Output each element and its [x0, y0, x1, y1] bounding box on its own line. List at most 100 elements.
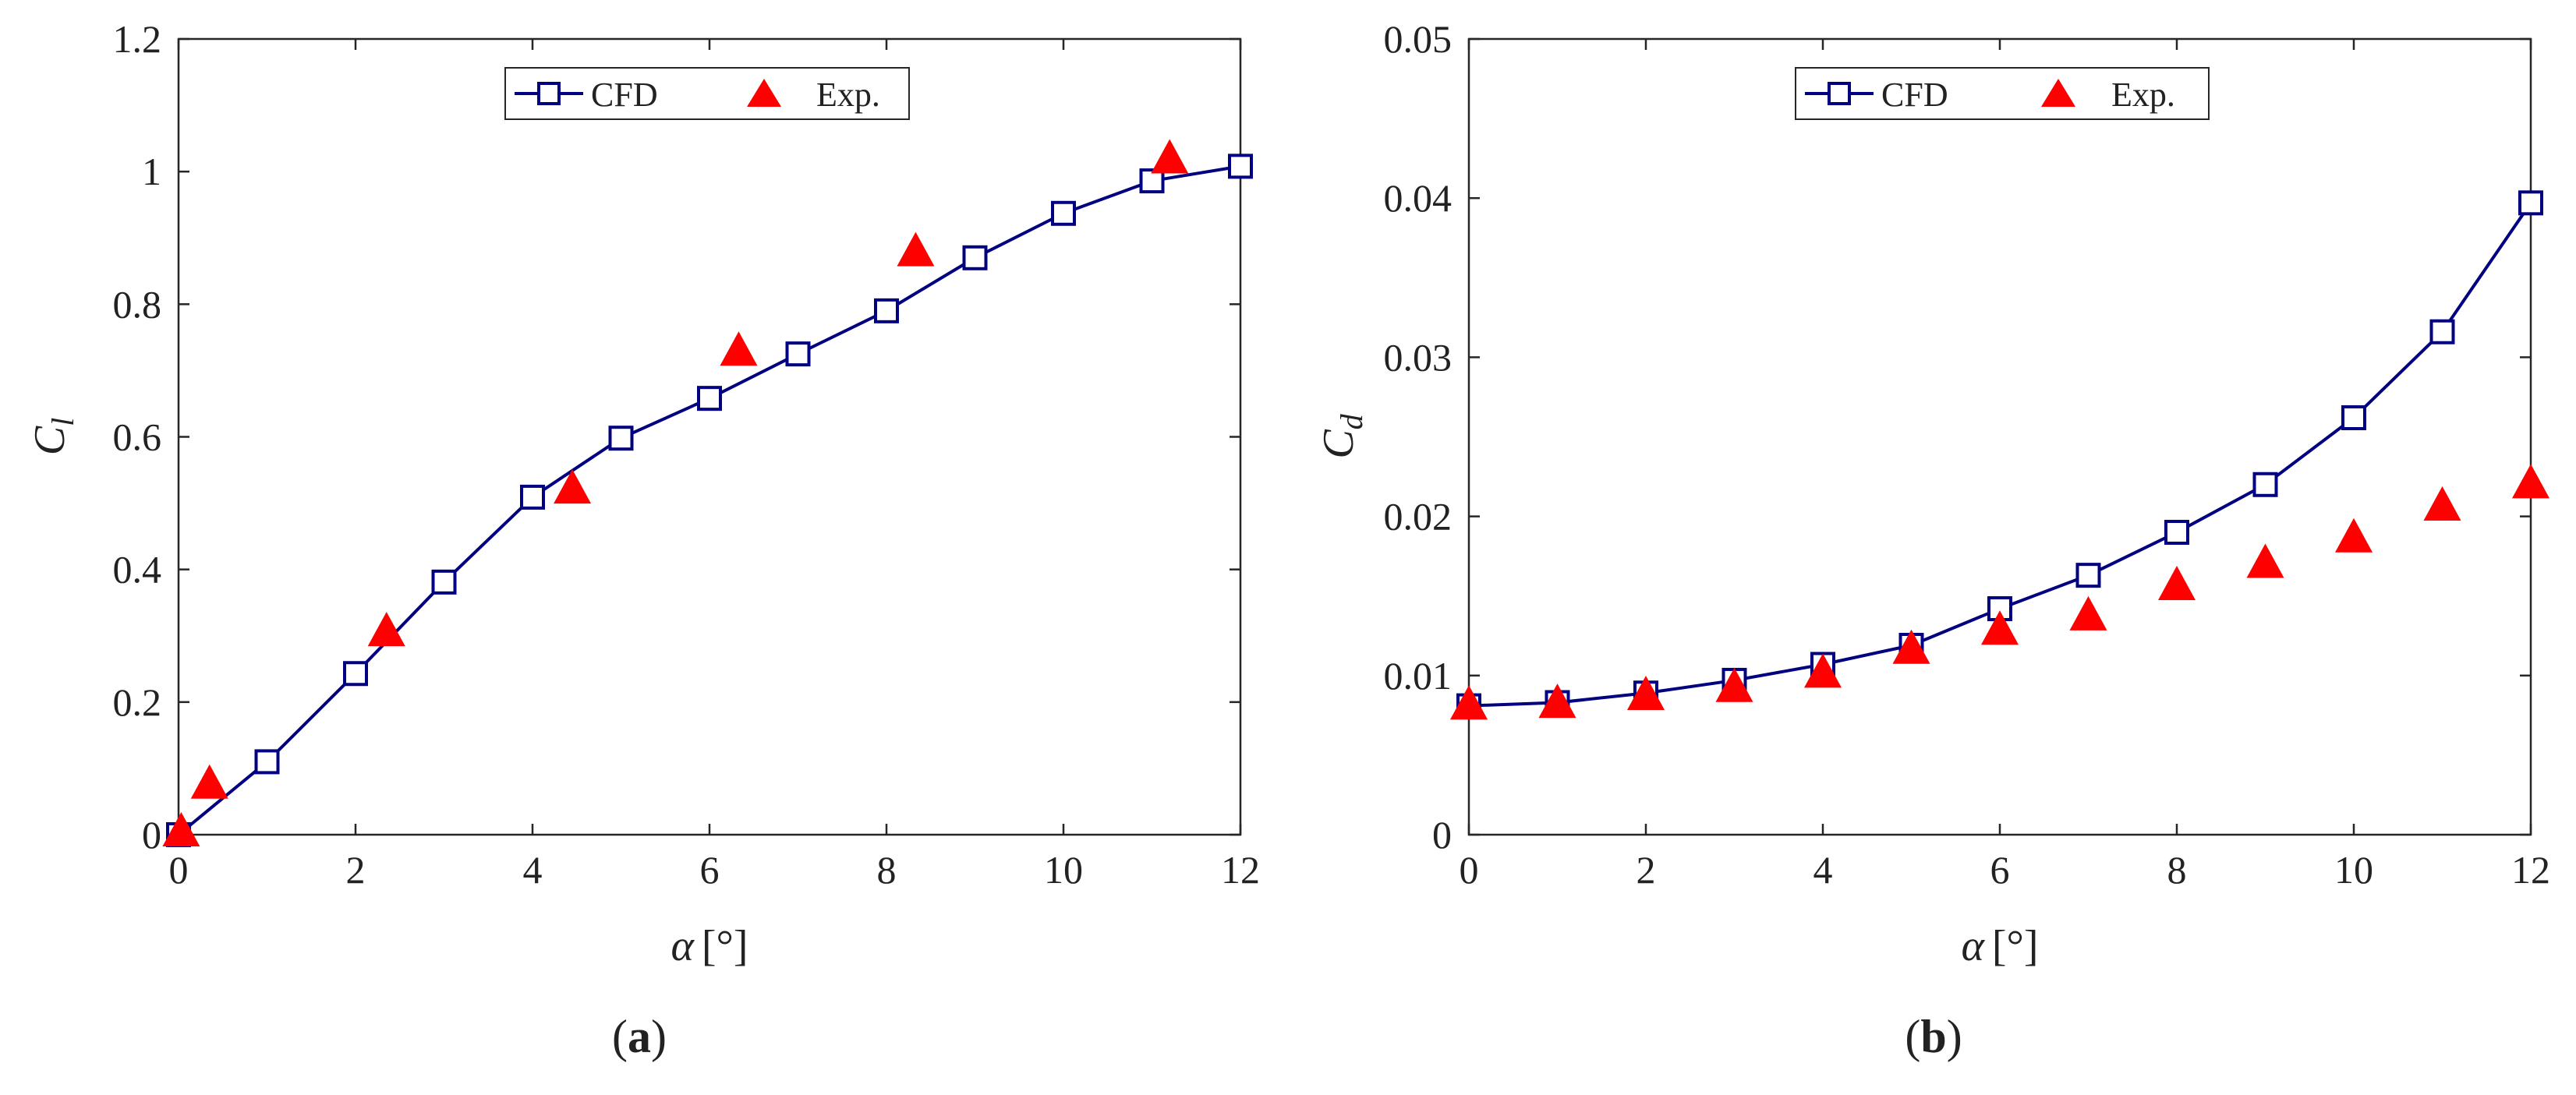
x-tick-label-a-1: 2	[346, 848, 366, 892]
x-tick-label-a-6: 12	[1221, 848, 1260, 892]
caption-b-open: (	[1905, 1011, 1920, 1062]
x-tick-label-b-3: 6	[1990, 848, 2010, 892]
exp-marker-b-8	[2158, 566, 2196, 601]
x-tick-labels-b: 0 2 4 6 8 10 12	[1460, 848, 2551, 892]
exp-marker-b-10	[2335, 517, 2373, 553]
y-tick-labels-a: 0 0.2 0.4 0.6 0.8 1 1.2	[113, 17, 162, 857]
y-tick-label-a-0: 0	[142, 813, 161, 857]
legend-exp-label-a: Exp.	[816, 76, 880, 114]
exp-marker-a-4	[720, 331, 758, 366]
cfd-marker-a-5	[608, 426, 634, 451]
exp-marker-b-2	[1627, 675, 1665, 710]
exp-marker-a-2	[367, 612, 405, 647]
y-tick-labels-b: 0 0.01 0.02 0.03 0.04 0.05	[1384, 17, 1453, 857]
cfd-marker-b-12	[2518, 190, 2543, 216]
cfd-marker-a-11	[1139, 168, 1165, 194]
legend-cfd-marker-a	[537, 82, 561, 105]
exp-marker-b-12	[2512, 464, 2549, 499]
exp-series-b	[1450, 464, 2549, 720]
y-tick-label-a-6: 1.2	[113, 17, 162, 61]
y-tick-label-b-2: 0.02	[1384, 495, 1453, 539]
x-tick-labels-a: 0 2 4 6 8 10 12	[169, 848, 1261, 892]
cfd-marker-b-10	[2341, 404, 2366, 430]
legend-cfd-label-b: CFD	[1881, 76, 1948, 114]
x-axis-symbol-b: α	[1961, 922, 1985, 970]
caption-a: (a)	[612, 1011, 667, 1062]
x-tick-label-a-4: 8	[877, 848, 897, 892]
cfd-marker-a-8	[874, 298, 899, 323]
legend-b: CFD Exp.	[1795, 67, 2210, 120]
cfd-marker-b-11	[2429, 319, 2455, 344]
y-tick-label-a-3: 0.6	[113, 415, 162, 459]
y-tick-label-a-5: 1	[142, 150, 161, 193]
x-tick-label-a-5: 10	[1044, 848, 1083, 892]
y-axis-subscript-b: d	[1334, 413, 1369, 429]
exp-marker-b-9	[2246, 543, 2284, 578]
x-tick-label-b-5: 10	[2334, 848, 2373, 892]
x-axis-label-a: α [°]	[671, 922, 748, 970]
panel-b: 0 2 4 6 8 10 12 0 0.01 0.02 0.03 0.04 0.05 CFD Exp.…	[1315, 17, 2550, 1062]
y-axis-symbol-a: C	[26, 426, 74, 455]
exp-series-a	[162, 139, 1189, 847]
cfd-marker-b-8	[2164, 520, 2189, 546]
y-tick-label-b-0: 0	[1432, 813, 1452, 857]
x-tick-label-b-1: 2	[1637, 848, 1656, 892]
caption-b-letter: b	[1920, 1011, 1946, 1062]
exp-marker-a-3	[554, 469, 592, 504]
cfd-marker-a-9	[962, 245, 988, 270]
cfd-marker-a-12	[1228, 154, 1253, 179]
y-tick-label-b-4: 0.04	[1384, 176, 1453, 220]
caption-a-open: (	[612, 1011, 628, 1062]
caption-b: (b)	[1905, 1011, 1962, 1062]
legend-a: CFD Exp.	[504, 67, 910, 120]
legend-exp-label-b: Exp.	[2111, 76, 2175, 114]
panel-a: 0 2 4 6 8 10 12 0 0.2 0.4 0.6 0.8 1 1.2 CFD Exp. α [°…	[26, 17, 1260, 1062]
x-tick-label-a-0: 0	[169, 848, 189, 892]
x-axis-symbol-a: α	[671, 922, 695, 970]
y-axis-symbol-b: C	[1315, 429, 1363, 459]
y-tick-label-a-2: 0.4	[113, 548, 162, 592]
y-tick-label-b-3: 0.03	[1384, 335, 1453, 379]
exp-marker-b-6	[1981, 610, 2019, 645]
y-grid-ticks-a	[177, 37, 1242, 836]
exp-marker-b-5	[1892, 629, 1930, 664]
cfd-marker-a-10	[1051, 200, 1076, 226]
x-tick-label-b-6: 12	[2511, 848, 2550, 892]
x-tick-label-a-3: 6	[700, 848, 720, 892]
x-axis-unit-b: [°]	[1992, 922, 2039, 970]
exp-marker-b-4	[1804, 653, 1842, 688]
legend-exp-marker-b	[2041, 79, 2075, 107]
cfd-marker-b-9	[2252, 472, 2278, 497]
exp-marker-b-11	[2423, 486, 2461, 521]
exp-marker-b-3	[1715, 667, 1753, 702]
cfd-marker-a-6	[697, 386, 722, 412]
exp-marker-a-6	[1151, 139, 1189, 174]
x-axis-label-b: α [°]	[1961, 922, 2038, 970]
x-tick-label-a-2: 4	[523, 848, 543, 892]
plot-area-a	[177, 37, 1242, 836]
y-tick-label-b-1: 0.01	[1384, 654, 1453, 698]
y-tick-label-a-4: 0.8	[113, 282, 162, 326]
x-tick-label-b-4: 8	[2167, 848, 2187, 892]
y-tick-label-b-5: 0.05	[1384, 17, 1453, 61]
cfd-marker-a-3	[431, 569, 457, 595]
caption-a-letter: a	[628, 1011, 651, 1062]
y-axis-subscript-a: l	[45, 418, 80, 426]
y-axis-label-a: Cl	[26, 418, 80, 455]
caption-a-close: )	[651, 1011, 667, 1062]
x-axis-unit-a: [°]	[702, 922, 748, 970]
legend-cfd-marker-b	[1828, 82, 1851, 105]
y-tick-label-a-1: 0.2	[113, 680, 162, 724]
exp-marker-b-7	[2069, 595, 2107, 631]
legend-cfd-label-a: CFD	[591, 76, 658, 114]
cfd-marker-b-7	[2075, 563, 2101, 588]
exp-marker-a-0	[162, 812, 200, 847]
cfd-marker-a-4	[520, 484, 545, 510]
x-tick-label-b-2: 4	[1813, 848, 1833, 892]
legend-exp-marker-a	[747, 79, 781, 107]
exp-marker-b-0	[1450, 685, 1488, 720]
exp-marker-a-1	[190, 764, 228, 799]
caption-b-close: )	[1947, 1011, 1962, 1062]
plot-area-b	[1467, 37, 2532, 836]
